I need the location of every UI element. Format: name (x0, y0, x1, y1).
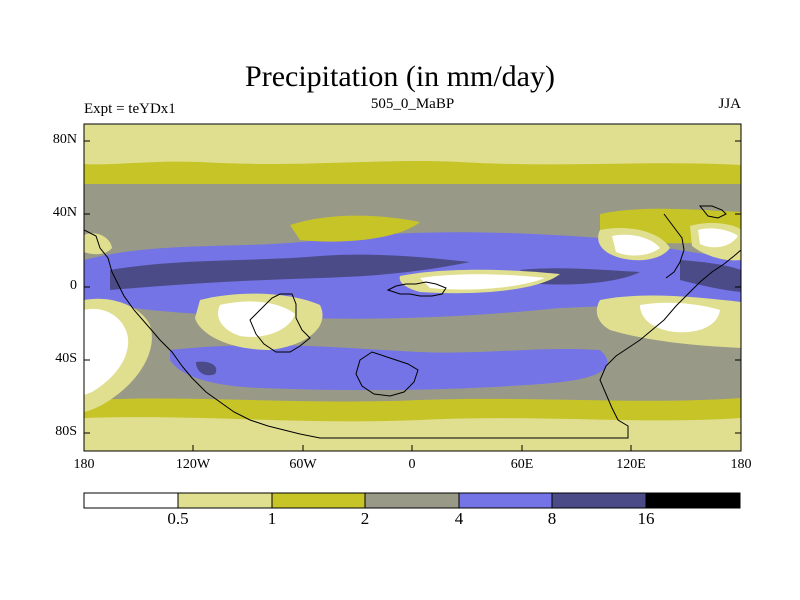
map-title: Precipitation (in mm/day) (245, 60, 555, 93)
colorbar-segment (551, 492, 647, 509)
experiment-label: Expt = teYDx1 (84, 101, 176, 117)
lon-label: 180 (73, 457, 95, 472)
band-south-wet (170, 345, 608, 391)
colorbar-label: 1 (267, 509, 277, 528)
patch-indian-verywet (520, 268, 640, 285)
precip-field (84, 124, 741, 451)
coastlines (84, 205, 741, 439)
patch-nw-dry (84, 233, 112, 255)
patch-south-verywet (196, 361, 217, 376)
colorbar (83, 492, 741, 509)
colorbar-segment (83, 492, 179, 509)
lon-label: 180 (730, 457, 752, 472)
patch-australia-verydry (218, 301, 295, 337)
patch-pacific-verywet (680, 260, 741, 292)
patch-ne-verydry (698, 228, 738, 248)
lat-label: 0 (70, 278, 77, 293)
lon-label: 60W (289, 457, 317, 472)
axis-ticks (83, 140, 742, 451)
lat-label: 80N (52, 132, 77, 147)
colorbar-label: 16 (637, 509, 655, 528)
colorbar-segment (645, 492, 741, 509)
lon-label: 120E (616, 457, 646, 472)
patch-africa-verydry (640, 302, 720, 333)
season-label: JJA (718, 96, 741, 112)
colorbar-label: 8 (547, 509, 557, 528)
lat-label: 40N (52, 205, 77, 220)
colorbar-label: 0.5 (167, 509, 189, 528)
period-label: 505_0_MaBP (370, 96, 455, 112)
patch-desert-verydry (612, 234, 660, 256)
band-tropics-verywet (110, 254, 470, 290)
lat-label: 40S (55, 351, 77, 366)
colorbar-label: 2 (360, 509, 370, 528)
lon-label: 60E (510, 457, 534, 472)
colorbar-segment (177, 492, 273, 509)
colorbar-label: 4 (454, 509, 464, 528)
band-south-dry (84, 417, 741, 451)
lon-label: 0 (408, 457, 416, 472)
patch-equator-verydry (420, 274, 545, 290)
lon-label: 120W (175, 457, 211, 472)
colorbar-segment (364, 492, 460, 509)
colorbar-segment (271, 492, 366, 509)
band-north-dry (84, 124, 741, 165)
patch-sw-verydry (84, 308, 129, 395)
patch-atlantic-moderate (290, 215, 420, 242)
lat-label: 80S (55, 424, 77, 439)
colorbar-segment (458, 492, 553, 509)
